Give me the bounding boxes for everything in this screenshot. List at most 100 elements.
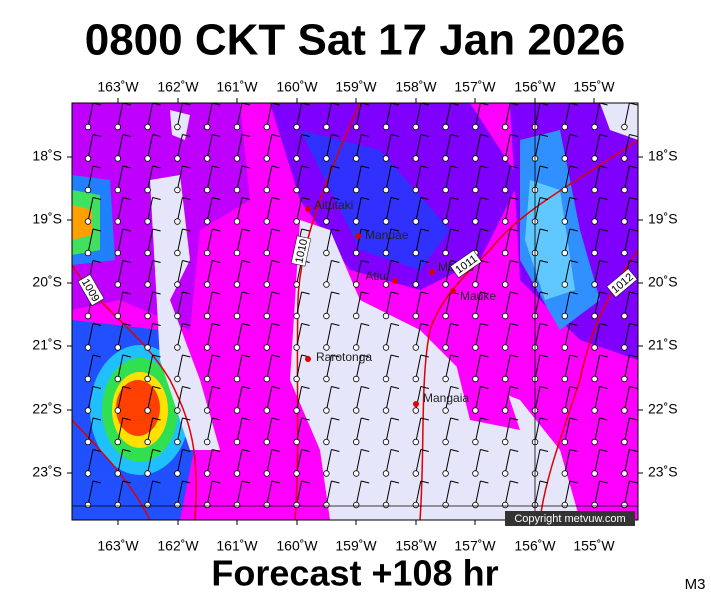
lat-label: 21˚S — [648, 337, 678, 353]
wind-barb — [122, 323, 131, 326]
wind-barb — [271, 323, 280, 326]
wind-station — [293, 470, 300, 477]
wind-barb — [331, 386, 340, 389]
wind-barb — [564, 291, 571, 317]
wind-barb — [480, 480, 489, 484]
wind-barb — [122, 228, 131, 232]
wind-barb — [450, 417, 459, 421]
wind-barb — [241, 323, 251, 326]
lon-label: 160˚W — [276, 79, 318, 95]
wind-barb — [445, 291, 452, 317]
wind-barb — [534, 260, 541, 285]
copyright-box — [505, 511, 635, 526]
wind-barb — [152, 417, 161, 421]
wind-barb — [564, 103, 571, 128]
wind-barb — [510, 323, 519, 326]
wind-barb — [445, 165, 452, 191]
wind-barb — [325, 260, 332, 285]
wind-barb — [564, 197, 571, 222]
wind-barb — [445, 197, 452, 222]
wind-station — [412, 281, 419, 288]
wind-barb — [301, 449, 310, 452]
wind-barb — [206, 228, 213, 254]
wind-station — [591, 249, 598, 257]
wind-barb — [361, 323, 370, 326]
wind-station — [114, 344, 121, 351]
wind-barb — [415, 417, 422, 443]
wind-barb — [87, 228, 94, 254]
wind-barb — [236, 291, 243, 317]
wind-barb — [152, 291, 161, 295]
wind-barb — [623, 103, 630, 128]
wind-barb — [564, 354, 571, 380]
wind-station — [472, 501, 479, 509]
wind-station — [353, 186, 360, 194]
wind-barb — [599, 260, 608, 263]
wind-station — [353, 218, 360, 225]
wind-barb — [236, 134, 243, 159]
wind-station — [323, 186, 330, 194]
wind-station — [442, 344, 449, 351]
wind-barb — [212, 480, 221, 484]
wind-barb — [236, 165, 243, 191]
wind-barb — [122, 386, 131, 389]
wind-station — [174, 186, 181, 194]
wind-barb — [504, 291, 511, 317]
wind-barb — [539, 480, 549, 484]
wind-barb — [236, 386, 243, 411]
wind-station — [263, 438, 270, 446]
wind-barb — [629, 165, 638, 169]
wind-station — [233, 155, 241, 162]
wind-barb — [420, 323, 429, 326]
wind-barb — [355, 291, 362, 317]
wind-barb — [420, 417, 429, 421]
wind-barb — [331, 291, 340, 295]
wind-station — [323, 312, 330, 320]
wind-barb — [117, 480, 124, 506]
wind-station — [323, 155, 330, 162]
wind-station — [293, 123, 300, 131]
wind-barb — [569, 449, 578, 452]
wind-barb — [301, 228, 310, 232]
wind-barb — [564, 165, 571, 191]
wind-barb — [331, 323, 340, 326]
wind-barb — [510, 480, 519, 484]
wind-barb — [176, 386, 183, 411]
wind-barb — [92, 260, 102, 263]
lon-label: 155˚W — [573, 538, 615, 554]
wind-station — [561, 375, 568, 383]
wind-station — [561, 123, 568, 131]
wind-barb — [594, 291, 601, 317]
wind-station — [353, 470, 360, 477]
wind-station — [84, 407, 92, 414]
wind-barb — [325, 417, 332, 443]
wind-station — [472, 218, 479, 225]
wind-barb — [301, 291, 310, 295]
wind-barb — [206, 260, 213, 285]
wind-station — [502, 470, 509, 477]
wind-barb — [325, 291, 332, 317]
wind-station — [412, 249, 419, 257]
wind-barb — [236, 449, 243, 474]
wind-barb — [623, 134, 630, 159]
lat-label: 18˚S — [32, 148, 62, 164]
wind-barb — [474, 134, 481, 159]
wind-barb — [385, 386, 392, 411]
wind-barb — [92, 417, 102, 421]
wind-barb — [623, 417, 630, 443]
wind-barb — [266, 103, 273, 128]
wind-barb — [92, 323, 102, 326]
lat-label: 22˚S — [32, 401, 62, 417]
lon-label: 158˚W — [395, 79, 437, 95]
wind-station — [174, 407, 181, 414]
wind-barb — [474, 417, 481, 443]
wind-barb — [117, 354, 124, 380]
wind-barb — [599, 417, 608, 421]
wind-barb — [325, 449, 332, 474]
wind-barb — [623, 449, 630, 474]
lon-label: 163˚W — [97, 538, 139, 554]
island-label: Mauke — [460, 289, 496, 303]
wind-barb — [474, 323, 481, 348]
wind-station — [472, 375, 479, 383]
island-label: Manuae — [365, 228, 409, 242]
